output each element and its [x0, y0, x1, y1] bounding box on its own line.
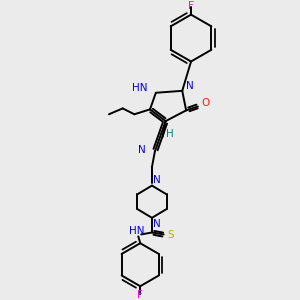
- Text: F: F: [137, 290, 143, 300]
- Text: HN: HN: [132, 83, 147, 93]
- Text: F: F: [188, 1, 194, 11]
- Text: HN: HN: [129, 226, 144, 236]
- Text: H: H: [166, 129, 174, 139]
- Text: N: N: [138, 146, 146, 155]
- Text: O: O: [202, 98, 210, 107]
- Text: N: N: [153, 175, 161, 185]
- Text: N: N: [186, 81, 194, 91]
- Text: N: N: [153, 219, 161, 229]
- Text: S: S: [167, 230, 174, 240]
